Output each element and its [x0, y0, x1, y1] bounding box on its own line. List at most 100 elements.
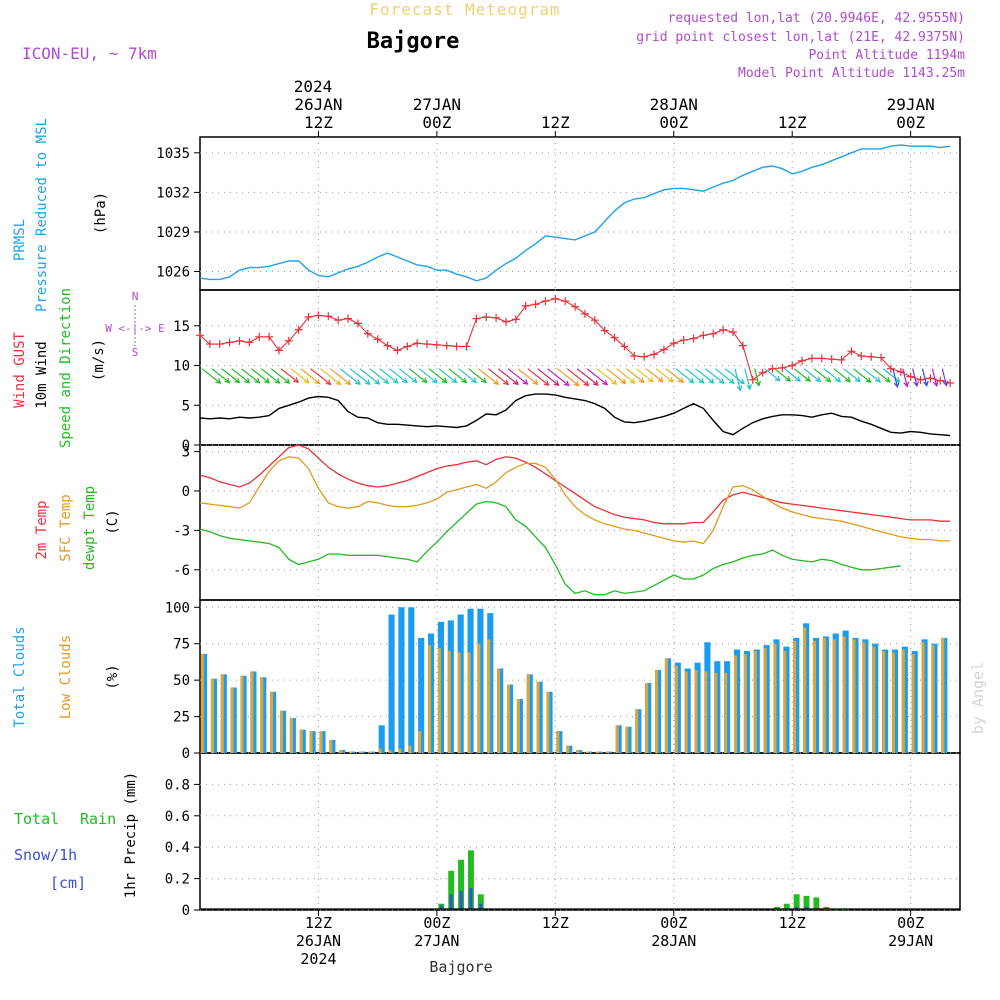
wind-direction-arrow: [912, 368, 918, 387]
y-tick-labels: 1026102910321035051015-6-303025507510000…: [156, 146, 190, 919]
wind-direction-arrowhead: [611, 379, 618, 386]
location-title: Bajgore: [367, 29, 460, 54]
ytick-label-clouds-100: 100: [165, 600, 190, 616]
wind-direction-arrow: [507, 368, 528, 385]
wind-direction-arrowhead: [845, 376, 851, 383]
watermark: by Angel: [969, 662, 987, 734]
bottom-time-label-12-0: 12Z: [305, 914, 332, 932]
low-cloud-bar: [319, 731, 323, 753]
wind-direction-arrow: [389, 368, 408, 383]
wind-gust-point: [926, 374, 935, 383]
wind-direction-arrowhead: [913, 381, 919, 388]
wind-gust-point: [571, 302, 580, 311]
wind-direction-arrow: [290, 368, 310, 384]
low-cloud-bar: [200, 653, 205, 753]
wind-gust-point: [235, 336, 244, 345]
wind-gust-point: [245, 338, 254, 347]
low-cloud-bar: [368, 751, 372, 753]
temp-unit-label: (C): [105, 509, 121, 534]
low-cloud-bar: [645, 683, 649, 753]
wind-gust-point: [521, 301, 530, 310]
wind-gust-point: [472, 314, 481, 323]
wind-direction-arrow: [310, 368, 331, 385]
wind-direction-arrowhead: [314, 378, 321, 385]
wind-gust-point: [274, 346, 283, 355]
total-label: Total: [14, 810, 59, 828]
total-cloud-bar: [388, 614, 395, 753]
wind-direction-arrowhead: [431, 377, 438, 384]
wind-gust-point: [650, 350, 659, 359]
wind-panel: [199, 289, 961, 446]
bottom-time-label-12-2: 2024: [300, 950, 336, 968]
low-cloud-bar: [714, 672, 718, 753]
wind-gust-point: [788, 361, 797, 370]
point-altitude: Point Altitude 1194m: [808, 48, 965, 63]
wind-direction-arrowhead: [708, 378, 715, 384]
wind-gust-point: [344, 314, 353, 323]
wind-direction-arrowhead: [392, 378, 399, 384]
low-cloud-bar: [566, 745, 570, 753]
wind-gust-point: [709, 329, 718, 338]
wind-direction-arrowhead: [244, 377, 251, 384]
top-time-label-60-1: 12Z: [778, 113, 807, 132]
compass-north: N: [132, 290, 139, 303]
wind-direction-arrowhead: [254, 377, 261, 384]
gridlines: [194, 137, 960, 911]
model-altitude: Model Point Altitude 1143.25m: [738, 66, 965, 81]
wind-direction-arrow: [596, 368, 617, 385]
total-cloud-bar: [398, 607, 405, 753]
bottom-time-label-48-1: 28JAN: [651, 932, 696, 950]
low-cloud-bar: [576, 750, 580, 753]
ytick-label-clouds-0: 0: [182, 746, 190, 762]
wind-direction-arrow: [862, 368, 881, 383]
wind-direction-arrow: [250, 368, 270, 384]
wind-gust-point: [432, 340, 441, 349]
wind-gust-point: [334, 316, 343, 325]
low-cloud-bar: [516, 699, 520, 753]
low-cloud-bar: [487, 639, 491, 753]
low-cloud-bar: [457, 652, 461, 753]
low-cloud-bar: [664, 658, 668, 753]
wind-direction-arrow: [685, 368, 704, 384]
wind-direction-arrowhead: [620, 378, 627, 385]
temp-2m-line: [199, 444, 951, 525]
temp-2m-label: 2m Temp: [34, 500, 50, 559]
wind-direction-arrow: [221, 368, 240, 384]
wind-direction-arrowhead: [657, 376, 664, 383]
wind-direction-arrow: [359, 368, 380, 385]
wind-direction-arrow: [468, 368, 487, 383]
wind-direction-arrowhead: [293, 377, 299, 383]
wind-gust-point: [492, 313, 501, 322]
low-cloud-bar: [763, 648, 767, 753]
wind-direction-arrowhead: [874, 376, 881, 383]
ytick-label-clouds-50: 50: [173, 673, 190, 689]
low-cloud-bar: [378, 748, 382, 753]
wind-gust-point: [857, 351, 866, 360]
wind-gust-point: [551, 294, 560, 303]
wind-direction-arrow: [487, 368, 509, 385]
wind-direction-arrowhead: [678, 377, 684, 384]
wind-gust-point: [906, 372, 915, 381]
wind-gust-point: [541, 297, 550, 306]
wind-direction-arrowhead: [215, 378, 222, 385]
low-cloud-bar: [260, 677, 264, 753]
low-cloud-bar: [556, 731, 560, 753]
wind-direction-arrow: [872, 368, 891, 383]
ytick-label-clouds-75: 75: [173, 637, 190, 653]
wind-gust-point: [304, 313, 313, 322]
wind-gust-point: [196, 331, 204, 340]
wind-gust-point: [442, 341, 451, 350]
wind-direction-arrowhead: [421, 377, 428, 384]
low-cloud-bar: [329, 739, 333, 753]
wind-gust-point: [719, 325, 728, 334]
snow-bar: [459, 891, 463, 910]
low-cloud-bar: [437, 648, 441, 753]
low-cloud-bar: [872, 646, 876, 753]
wind-direction-arrow: [517, 368, 538, 385]
low-cloud-bar: [595, 751, 599, 753]
wind-direction-arrow: [902, 368, 908, 387]
wind-direction-arrowhead: [354, 379, 361, 386]
wind-gust-point: [393, 346, 402, 355]
wind-direction-arrow: [349, 368, 371, 385]
